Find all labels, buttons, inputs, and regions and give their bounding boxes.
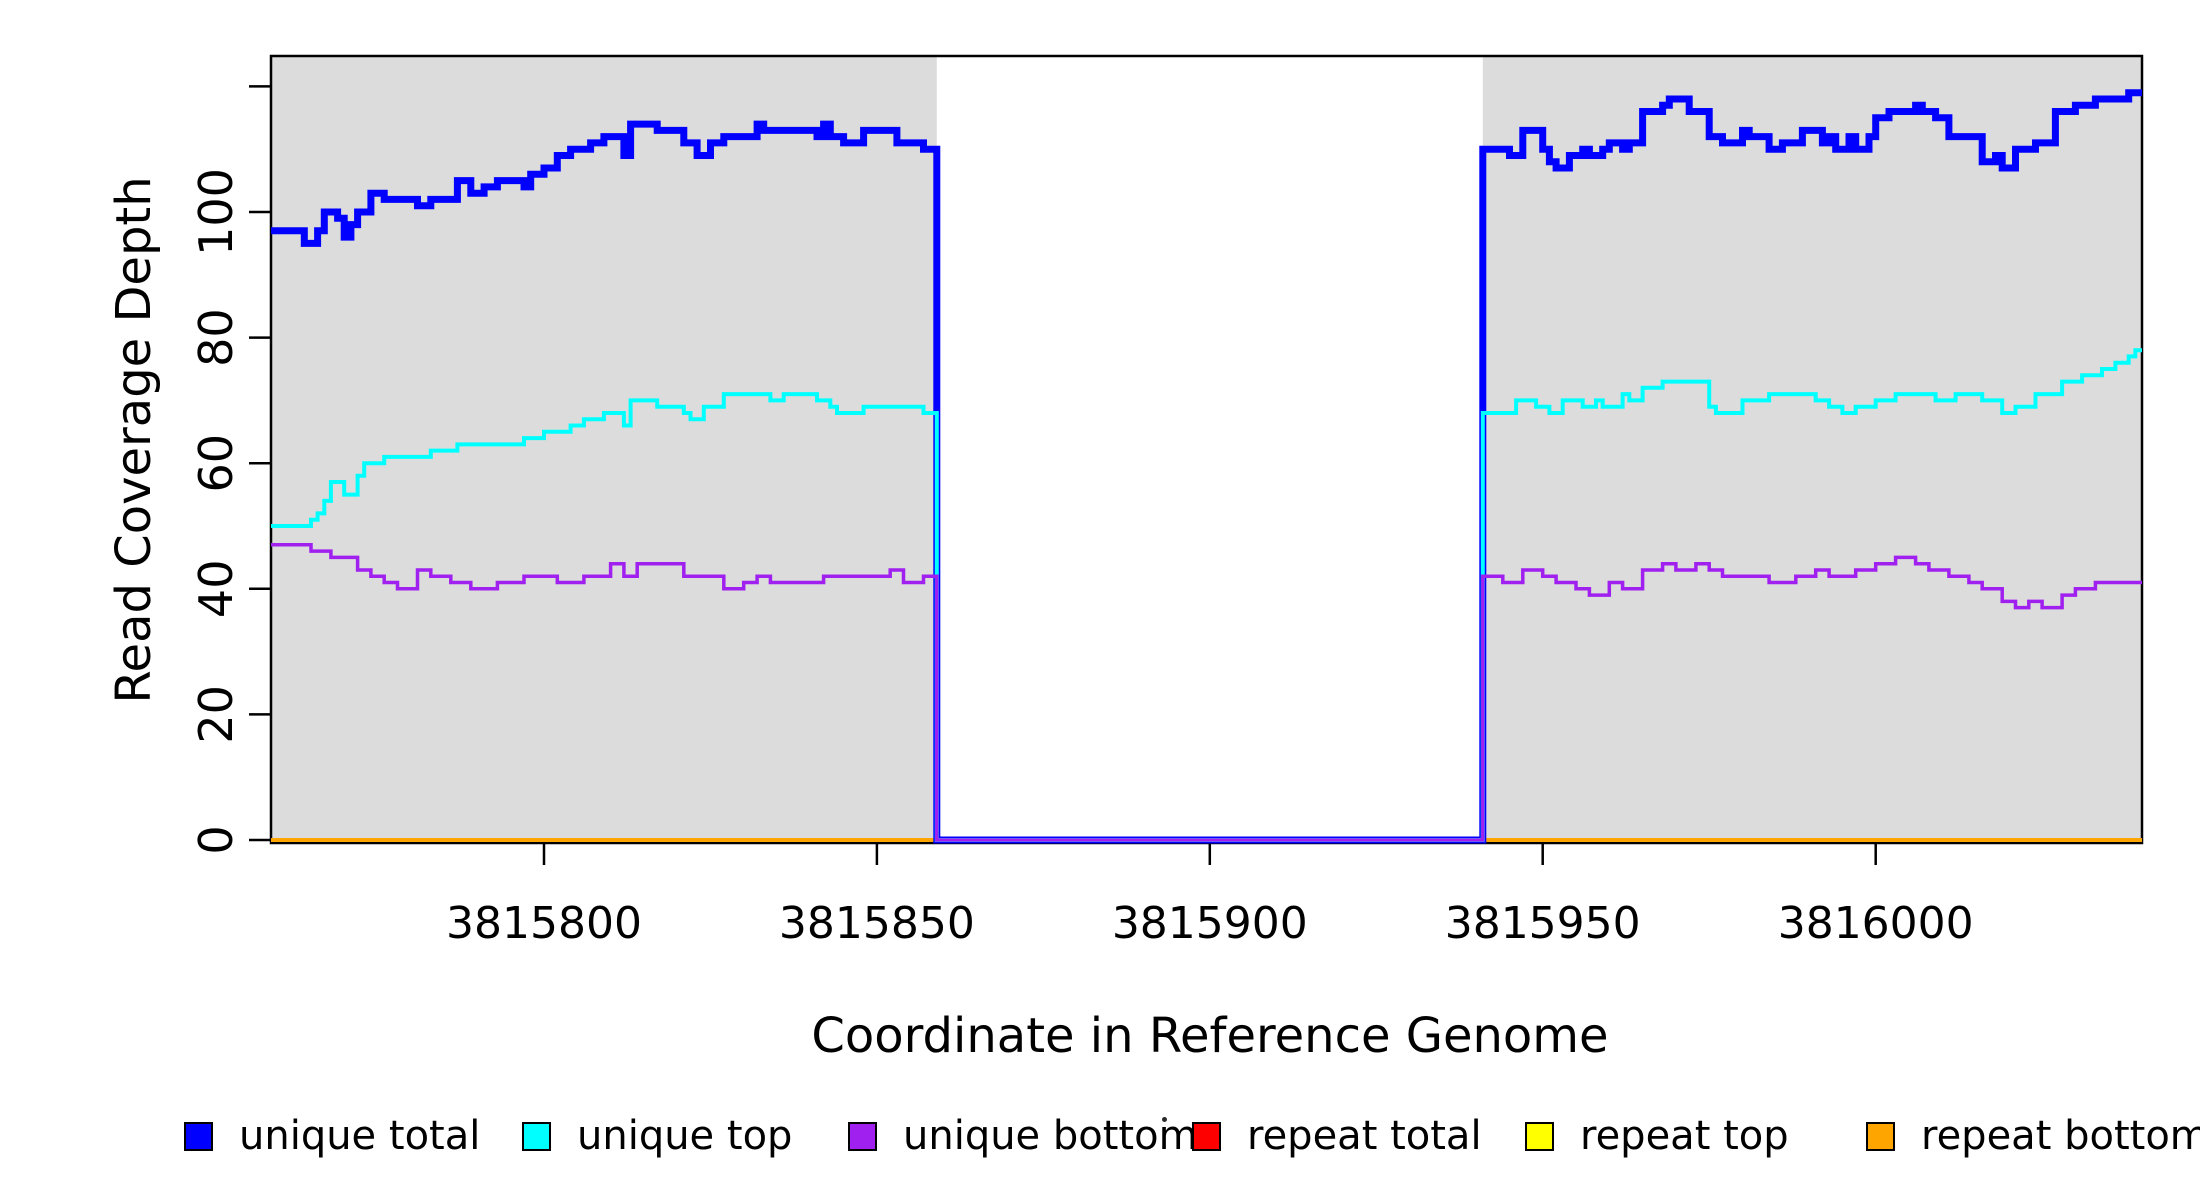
x-axis-tick-label: 3816000 bbox=[1778, 898, 1974, 949]
shaded-region-left bbox=[271, 56, 937, 843]
series-unique-bottom bbox=[271, 543, 2142, 842]
y-axis-tick-label: 80 bbox=[189, 308, 243, 367]
series-unique-total bbox=[271, 89, 2142, 844]
x-axis-tick-label: 3815800 bbox=[446, 898, 642, 949]
series-unique-top bbox=[271, 348, 2142, 842]
stray-dot-mark bbox=[1162, 1117, 1167, 1122]
y-axis-tick-label: 20 bbox=[189, 685, 243, 744]
x-axis-tick-label: 3815900 bbox=[1112, 898, 1308, 949]
x-axis-tick-label: 3815850 bbox=[779, 898, 975, 949]
shaded-region-right bbox=[1482, 56, 2142, 843]
y-axis-tick-label: 60 bbox=[189, 434, 243, 493]
y-axis-tick-label: 0 bbox=[189, 825, 243, 854]
y-axis-title: Read Coverage Depth bbox=[106, 176, 162, 703]
y-axis-tick-label: 100 bbox=[189, 168, 243, 256]
x-axis-title: Coordinate in Reference Genome bbox=[811, 1008, 1608, 1064]
y-axis-tick-label: 40 bbox=[189, 560, 243, 619]
x-axis-tick-label: 3815950 bbox=[1445, 898, 1641, 949]
